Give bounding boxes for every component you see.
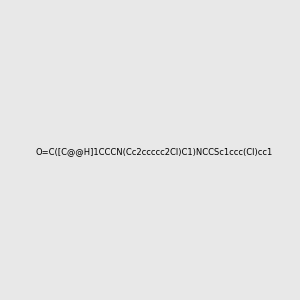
Text: O=C([C@@H]1CCCN(Cc2ccccc2Cl)C1)NCCSc1ccc(Cl)cc1: O=C([C@@H]1CCCN(Cc2ccccc2Cl)C1)NCCSc1ccc… [35, 147, 272, 156]
